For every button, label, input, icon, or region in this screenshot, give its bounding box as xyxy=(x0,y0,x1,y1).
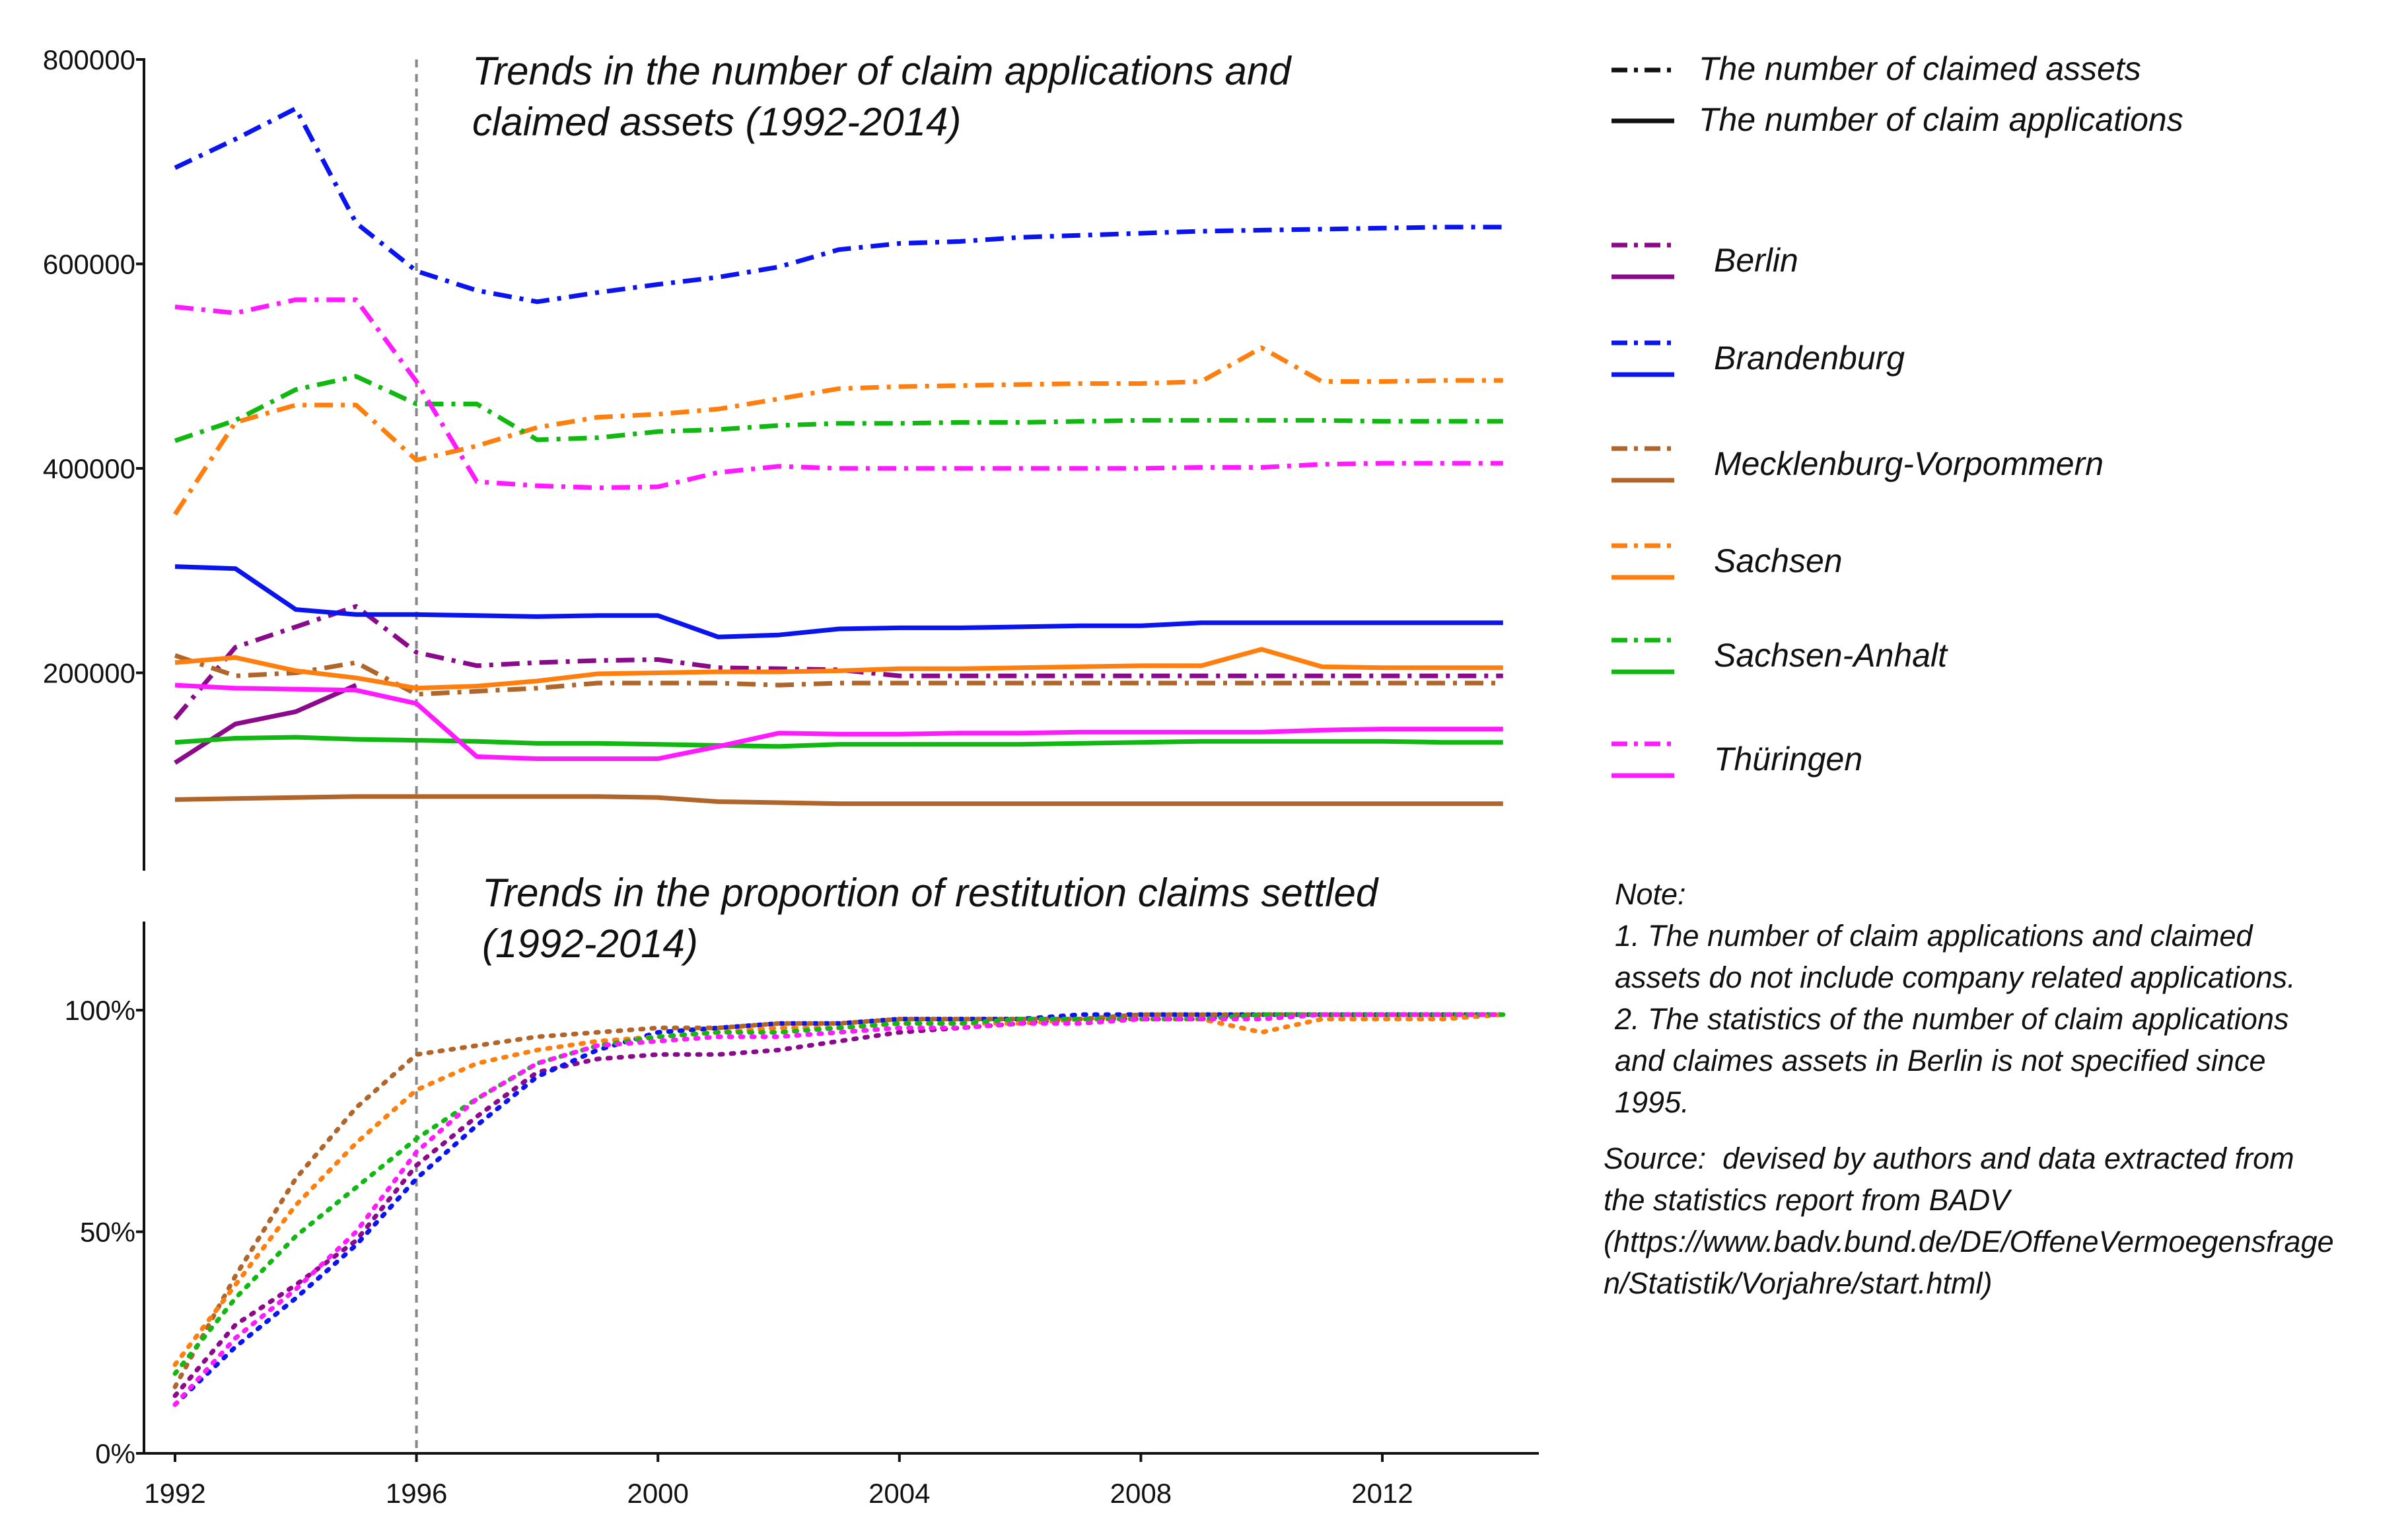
source-line: (https://www.badv.bund.de/DE/OffeneVermo… xyxy=(1604,1225,2334,1258)
top-y-tick-label: 400000 xyxy=(43,453,135,484)
series-line-mecklenburg-vorpommern-applications xyxy=(174,794,1503,807)
top-y-tick-label: 600000 xyxy=(43,249,135,280)
x-tick-label: 2008 xyxy=(1110,1478,1172,1509)
note-line: 1995. xyxy=(1615,1085,1689,1119)
note-line: assets do not include company related ap… xyxy=(1615,961,2296,994)
legend-label-brandenburg: Brandenburg xyxy=(1714,340,1905,377)
series-line-sachsen-anhalt-applications xyxy=(174,735,1503,749)
series-line-sachsen-settled xyxy=(172,1012,1506,1367)
bottom-y-tick-label: 0% xyxy=(95,1438,135,1469)
x-tick-label: 1996 xyxy=(386,1478,447,1509)
series-line-sachsen-assets xyxy=(173,345,1503,516)
bottom-y-tick-label: 100% xyxy=(65,995,135,1026)
legend-label-applications: The number of claim applications xyxy=(1699,101,2183,138)
legend-label-berlin: Berlin xyxy=(1714,242,1798,279)
legend-label-sachsen-anhalt: Sachsen-Anhalt xyxy=(1714,637,1948,674)
legend-label-mecklenburg-vorpommern: Mecklenburg-Vorpommern xyxy=(1714,445,2104,482)
top-chart-title: claimed assets (1992-2014) xyxy=(472,100,961,144)
note-line: and claimes assets in Berlin is not spec… xyxy=(1615,1044,2266,1077)
top-chart-title: Trends in the number of claim applicatio… xyxy=(472,49,1292,93)
legend-label-sachsen: Sachsen xyxy=(1714,542,1843,579)
series-line-thuringen-assets xyxy=(174,297,1503,490)
series-line-brandenburg-settled xyxy=(172,1012,1506,1407)
top-y-tick-label: 800000 xyxy=(43,44,135,75)
series-line-berlin-applications xyxy=(174,682,357,765)
series-line-berlin-assets xyxy=(173,604,1503,721)
source-line: the statistics report from BADV xyxy=(1604,1183,2010,1217)
series-line-brandenburg-applications xyxy=(174,564,1503,639)
series-line-sachsen-applications xyxy=(174,647,1503,691)
bottom-chart-title: (1992-2014) xyxy=(482,922,698,966)
legend-label-assets: The number of claimed assets xyxy=(1699,50,2141,87)
note-title: Note: xyxy=(1615,877,1686,911)
series-line-brandenburg-assets xyxy=(174,106,1503,305)
note-line: 1. The number of claim applications and … xyxy=(1615,919,2253,953)
source-block: Source: devised by authors and data extr… xyxy=(1604,1138,2334,1304)
legend-label-thuringen: Thüringen xyxy=(1714,741,1862,778)
top-y-tick-label: 200000 xyxy=(43,658,135,689)
series-line-thuringen-settled xyxy=(172,1012,1506,1407)
source-line: n/Statistik/Vorjahre/start.html) xyxy=(1604,1266,1993,1300)
series-line-sachsen-anhalt-assets xyxy=(174,374,1503,443)
source-line: Source: devised by authors and data extr… xyxy=(1604,1142,2294,1175)
x-tick-label: 1992 xyxy=(144,1478,205,1509)
x-tick-label: 2004 xyxy=(868,1478,930,1509)
series-line-mecklenburg-vorpommern-settled xyxy=(172,1012,1506,1389)
note-block: Note: 1. The number of claim application… xyxy=(1615,873,2296,1123)
series-line-sachsen-anhalt-settled xyxy=(172,1012,1506,1376)
series-line-thuringen-applications xyxy=(174,682,1503,761)
note-line: 2. The statistics of the number of claim… xyxy=(1615,1002,2289,1036)
bottom-y-tick-label: 50% xyxy=(80,1217,135,1248)
bottom-chart-title: Trends in the proportion of restitution … xyxy=(482,871,1379,915)
x-tick-label: 2012 xyxy=(1351,1478,1413,1509)
x-tick-label: 2000 xyxy=(627,1478,688,1509)
